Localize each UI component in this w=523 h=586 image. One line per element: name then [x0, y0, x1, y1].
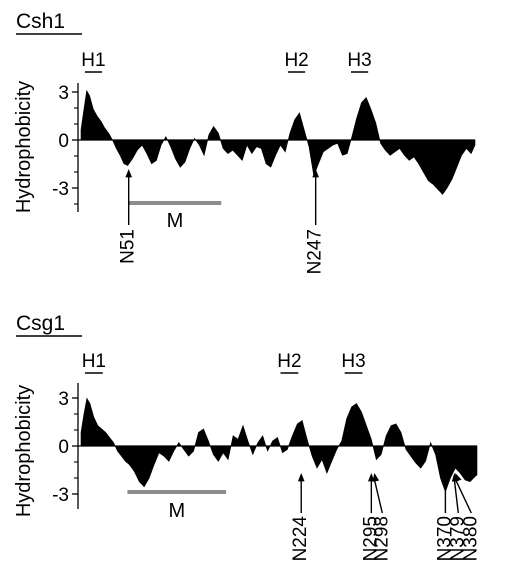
- chart-panel-csg1: Csg1 Hydrophobicity 3 0 -3 H1 H2 H3 M N224 N295N29…: [13, 312, 481, 561]
- region-label-m: M: [167, 210, 184, 232]
- site-label-n370: N370: [434, 516, 455, 561]
- site-label-n298: N298: [371, 516, 392, 561]
- segment-label-h2: H2: [284, 50, 308, 71]
- y-tick-label: -3: [52, 485, 69, 506]
- region-label-m: M: [168, 500, 185, 522]
- segment-label-h1: H1: [81, 50, 105, 71]
- hydrophobicity-profile: [80, 397, 478, 493]
- site-label-n380: N380: [460, 516, 481, 561]
- site-arrowhead: [125, 169, 132, 178]
- site-arrowhead: [442, 473, 449, 482]
- panel-title: Csh1: [16, 10, 65, 33]
- site-label-n51: N51: [118, 229, 139, 264]
- site-label-n379: N379: [447, 516, 468, 561]
- segment-label-h1: H1: [82, 351, 106, 372]
- panel-title: Csg1: [16, 312, 65, 335]
- y-tick-label: -3: [52, 179, 69, 200]
- chart-panel-csh1: Csh1 Hydrophobicity 3 0 -3 H1 H2 H3 M N51 N247: [13, 10, 476, 274]
- site-arrowhead: [455, 473, 462, 482]
- site-arrow-shaft: [453, 478, 459, 514]
- site-label-n295: N295: [360, 516, 381, 561]
- site-arrowhead: [372, 473, 380, 482]
- site-arrowhead: [368, 473, 375, 482]
- y-tick-label: 0: [58, 131, 69, 152]
- segment-label-h3: H3: [341, 351, 365, 372]
- site-arrow-shaft: [373, 478, 383, 514]
- site-label-n224: N224: [290, 516, 311, 562]
- site-arrow-shaft: [454, 478, 472, 514]
- hydrophobicity-profile: [80, 89, 476, 195]
- site-arrowhead: [312, 169, 319, 178]
- y-axis-label: Hydrophobicity: [13, 81, 35, 213]
- segment-label-h2: H2: [277, 351, 301, 372]
- site-label-n247: N247: [305, 229, 326, 274]
- y-tick-label: 0: [58, 437, 69, 458]
- y-axis-label: Hydrophobicity: [13, 385, 35, 517]
- y-tick-label: 3: [58, 389, 69, 410]
- site-arrowhead: [297, 473, 305, 482]
- y-tick-label: 3: [58, 83, 69, 104]
- segment-label-h3: H3: [347, 50, 371, 71]
